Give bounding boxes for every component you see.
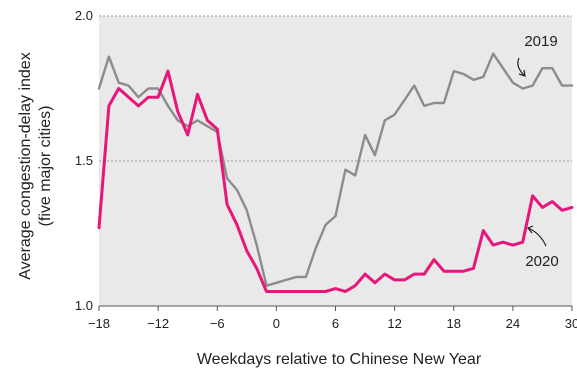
series-label-2019: 2019 xyxy=(524,33,557,50)
y-tick-label: 1.0 xyxy=(75,298,93,313)
annotation-arrowhead-2019 xyxy=(518,69,526,77)
y-tick-label: 2.0 xyxy=(75,8,93,23)
x-tick-label: 18 xyxy=(447,316,461,331)
x-tick-label: 6 xyxy=(332,316,339,331)
x-tick-label: −6 xyxy=(210,316,225,331)
y-axis-title: Average congestion-delay index (five maj… xyxy=(17,52,54,279)
x-tick-label: 30 xyxy=(565,316,577,331)
x-tick-label: −12 xyxy=(147,316,169,331)
series-label-2020: 2020 xyxy=(525,253,558,270)
x-axis-ticks: −18 −12 −6 0 6 12 18 24 30 xyxy=(88,306,577,331)
x-tick-label: 0 xyxy=(273,316,280,331)
y-axis-ticks: 1.0 1.5 2.0 xyxy=(75,8,93,313)
x-tick-label: 24 xyxy=(506,316,520,331)
y-axis-title-line1: Average congestion-delay index xyxy=(17,52,34,279)
annotation-arrow-2020 xyxy=(527,227,547,247)
series-line-2020 xyxy=(97,69,574,293)
x-tick-label: −18 xyxy=(88,316,110,331)
annotation-arrow-2019 xyxy=(517,57,526,77)
x-tick-label: 12 xyxy=(387,316,401,331)
series-layer xyxy=(97,52,574,293)
x-axis-title: Weekdays relative to Chinese New Year xyxy=(197,351,482,368)
annotation-arrowhead-2020 xyxy=(527,225,534,234)
y-tick-label: 1.5 xyxy=(75,153,93,168)
series-line-2019 xyxy=(97,52,574,287)
y-axis-title-line2: (five major cities) xyxy=(37,106,54,227)
